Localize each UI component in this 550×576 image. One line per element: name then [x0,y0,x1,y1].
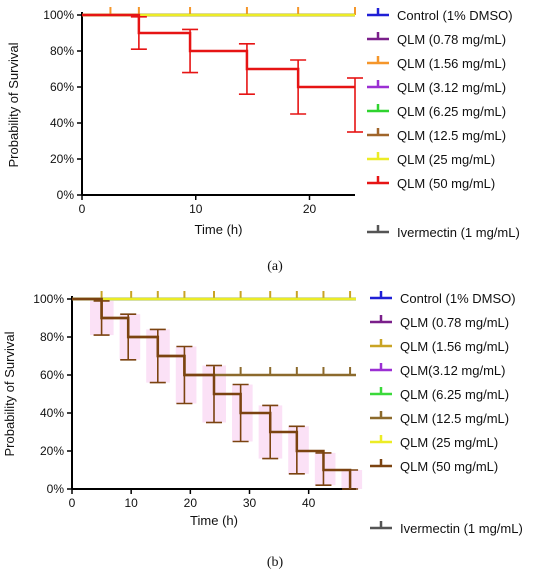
series-line [72,297,356,377]
legend-label: QLM (25 mg/mL) [397,152,495,167]
x-tick-label: 40 [302,496,316,510]
y-axis-label: Probability of Survival [6,42,21,167]
y-tick-label: 20% [40,444,64,458]
legend-label: QLM (1.56 mg/mL) [397,56,506,71]
legend-label: QLM (3.12 mg/mL) [397,80,506,95]
y-tick-label: 100% [43,8,74,22]
y-axis-label: Probability of Survival [2,331,17,456]
legend-label: QLM (0.78 mg/mL) [400,315,509,330]
legend-label: QLM (50 mg/mL) [400,459,498,474]
x-tick-label: 10 [189,202,203,216]
x-axis-label: Time (h) [190,513,238,528]
x-tick-label: 10 [124,496,138,510]
x-tick-label: 20 [303,202,317,216]
legend-label: QLM (0.78 mg/mL) [397,32,506,47]
y-tick-label: 0% [57,188,75,202]
y-tick-label: 40% [40,406,64,420]
legend-label: QLM (6.25 mg/mL) [397,104,506,119]
legend-label: QLM (12.5 mg/mL) [400,411,509,426]
panel-label: (a) [267,259,283,274]
x-tick-label: 0 [79,202,86,216]
y-tick-label: 40% [50,116,74,130]
legend-label: QLM (50 mg/mL) [397,176,495,191]
chart-a: 0% 20% 40% 60% 80% 100% 0 10 20 Time (h) Probabili… [6,7,520,274]
y-tick-label: 80% [40,330,64,344]
legend-label: QLM (25 mg/mL) [400,435,498,450]
legend-label: Ivermectin (1 mg/mL) [400,521,523,536]
legend-label: QLM (12.5 mg/mL) [397,128,506,143]
legend-label: QLM (6.25 mg/mL) [400,387,509,402]
error-band [341,470,363,489]
legend-label: Control (1% DMSO) [397,8,513,23]
legend-label: QLM (1.56 mg/mL) [400,339,509,354]
legend-label: QLM(3.12 mg/mL) [400,363,505,378]
panel-label: (b) [267,555,284,570]
x-tick-label: 30 [243,496,257,510]
chart-b: 0% 20% 40% 60% 80% 100% 0 10 20 30 40 Time (h) Proba… [2,291,523,570]
legend-label: Ivermectin (1 mg/mL) [397,225,520,240]
legend-label: Control (1% DMSO) [400,291,516,306]
y-tick-label: 60% [50,80,74,94]
y-tick-label: 0% [47,482,65,496]
y-tick-label: 100% [33,292,64,306]
y-tick-label: 20% [50,152,74,166]
x-tick-label: 0 [69,496,76,510]
y-tick-label: 60% [40,368,64,382]
y-tick-label: 80% [50,44,74,58]
x-tick-label: 20 [184,496,198,510]
series-line [82,13,355,89]
x-axis-label: Time (h) [195,222,243,237]
